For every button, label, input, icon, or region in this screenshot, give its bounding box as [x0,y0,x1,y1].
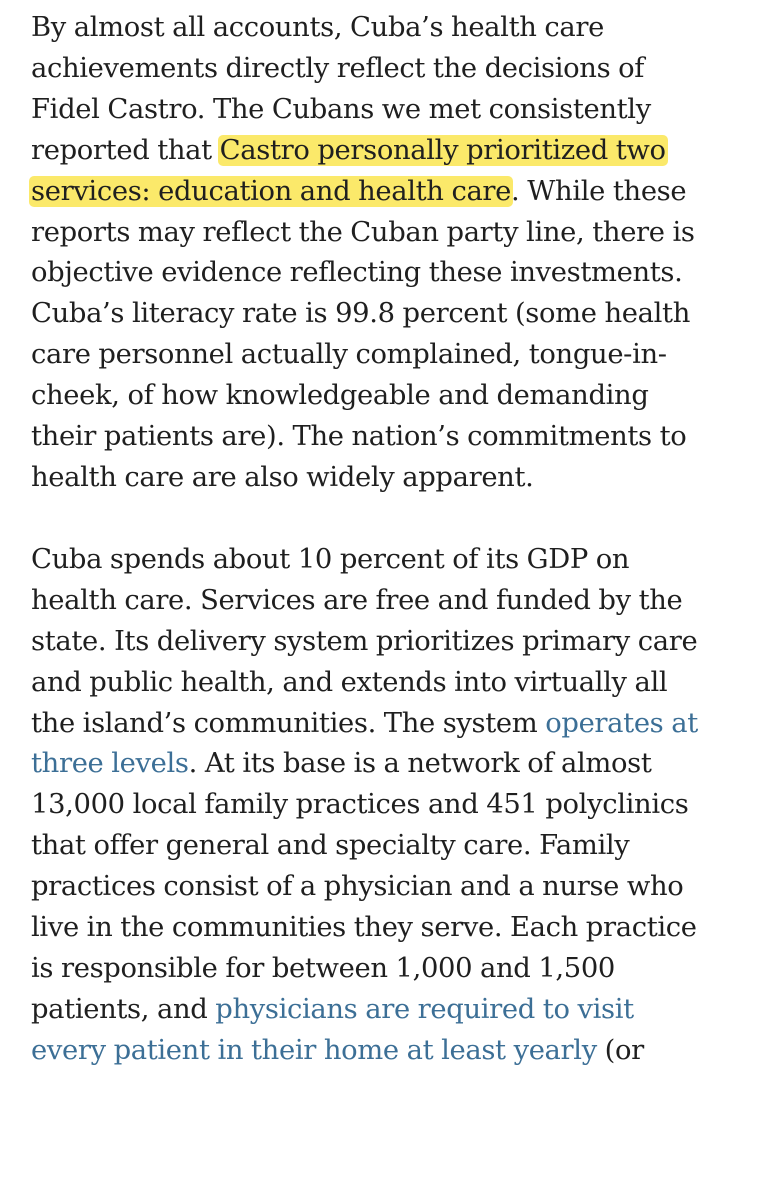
text-line: state. Its delivery system prioritizes p… [31,625,698,657]
home-visits-link[interactable]: physicians are required to visit [215,993,634,1025]
text-line: every patient in their home at least yea… [31,1031,743,1072]
text-fragment: (or [596,1034,645,1066]
text-line: Cuba spends about 10 percent of its GDP … [31,543,630,575]
text-line: cheek, of how knowledgeable and demandin… [31,380,649,412]
text-fragment: patients, and [31,993,216,1025]
text-line: achievements directly reflect the decisi… [31,52,645,84]
text-line: that offer general and specialty care. F… [31,830,630,862]
text-line: live in the communities they serve. Each… [31,912,697,944]
paragraph-health-spending: Cuba spends about 10 percent of its GDP … [31,540,743,1072]
article-body: By almost all accounts, Cuba’s health ca… [29,8,743,1072]
text-line: 13,000 local family practices and 451 po… [31,789,689,821]
text-fragment: . While these [511,175,687,207]
highlighted-passage[interactable]: Castro personally prioritized two [217,134,668,166]
text-fragment: . At its base is a network of almost [188,748,652,780]
text-line: their patients are). The nation’s commit… [31,421,687,453]
text-line: services: education and health care. Whi… [29,172,743,213]
text-line: health care are also widely apparent. [31,461,534,493]
text-fragment: the island’s communities. The system [31,707,546,739]
text-line: three levels. At its base is a network o… [31,744,743,785]
text-line: Fidel Castro. The Cubans we met consiste… [31,93,651,125]
text-line: objective evidence reflecting these inve… [31,257,683,289]
text-line: the island’s communities. The system ope… [31,704,743,745]
text-line: health care. Services are free and funde… [31,584,683,616]
text-fragment: reported that [31,134,220,166]
text-line: reports may reflect the Cuban party line… [31,216,695,248]
text-line: reported that Castro personally prioriti… [31,131,743,172]
text-line: patients, and physicians are required to… [31,990,743,1031]
text-line: care personnel actually complained, tong… [31,339,667,371]
text-line: is responsible for between 1,000 and 1,5… [31,952,616,984]
text-line: By almost all accounts, Cuba’s health ca… [31,12,604,43]
operates-at-three-levels-link[interactable]: three levels [31,748,189,780]
text-line: practices consist of a physician and a n… [31,871,684,903]
home-visits-link[interactable]: every patient in their home at least yea… [31,1034,597,1066]
text-line: and public health, and extends into virt… [31,666,668,698]
operates-at-three-levels-link[interactable]: operates at [545,707,698,739]
paragraph-castro-priorities: By almost all accounts, Cuba’s health ca… [29,8,743,499]
text-line: Cuba’s literacy rate is 99.8 percent (so… [31,298,690,330]
highlighted-passage[interactable]: services: education and health care [29,175,514,207]
